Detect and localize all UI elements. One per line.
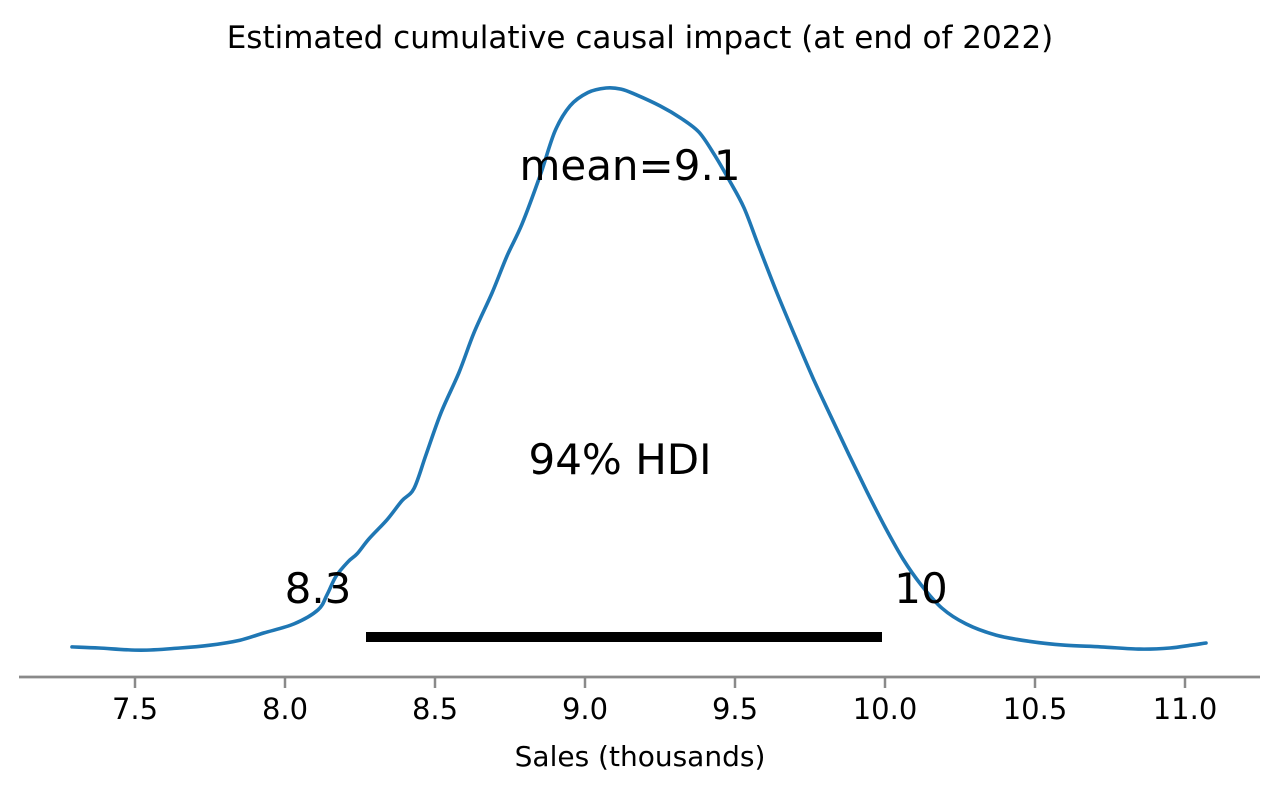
x-axis-label: Sales (thousands) <box>514 740 766 773</box>
hdi-lower-value: 8.3 <box>284 564 352 613</box>
x-tick-label: 11.0 <box>1152 692 1218 726</box>
chart-title: Estimated cumulative causal impact (at e… <box>226 20 1054 56</box>
x-tick-label: 9.0 <box>561 692 609 726</box>
mean-annotation: mean=9.1 <box>519 141 741 190</box>
hdi-annotation: 94% HDI <box>528 435 712 484</box>
x-tick-label: 8.0 <box>261 692 309 726</box>
x-tick-label: 8.5 <box>411 692 459 726</box>
x-tick-label: 9.5 <box>711 692 759 726</box>
x-tick-label: 10.5 <box>1002 692 1068 726</box>
hdi-bar <box>366 632 882 642</box>
x-tick-label: 7.5 <box>111 692 159 726</box>
x-tick-label: 10.0 <box>852 692 918 726</box>
hdi-upper-value: 10 <box>894 564 948 613</box>
kde-curve <box>70 85 1208 652</box>
